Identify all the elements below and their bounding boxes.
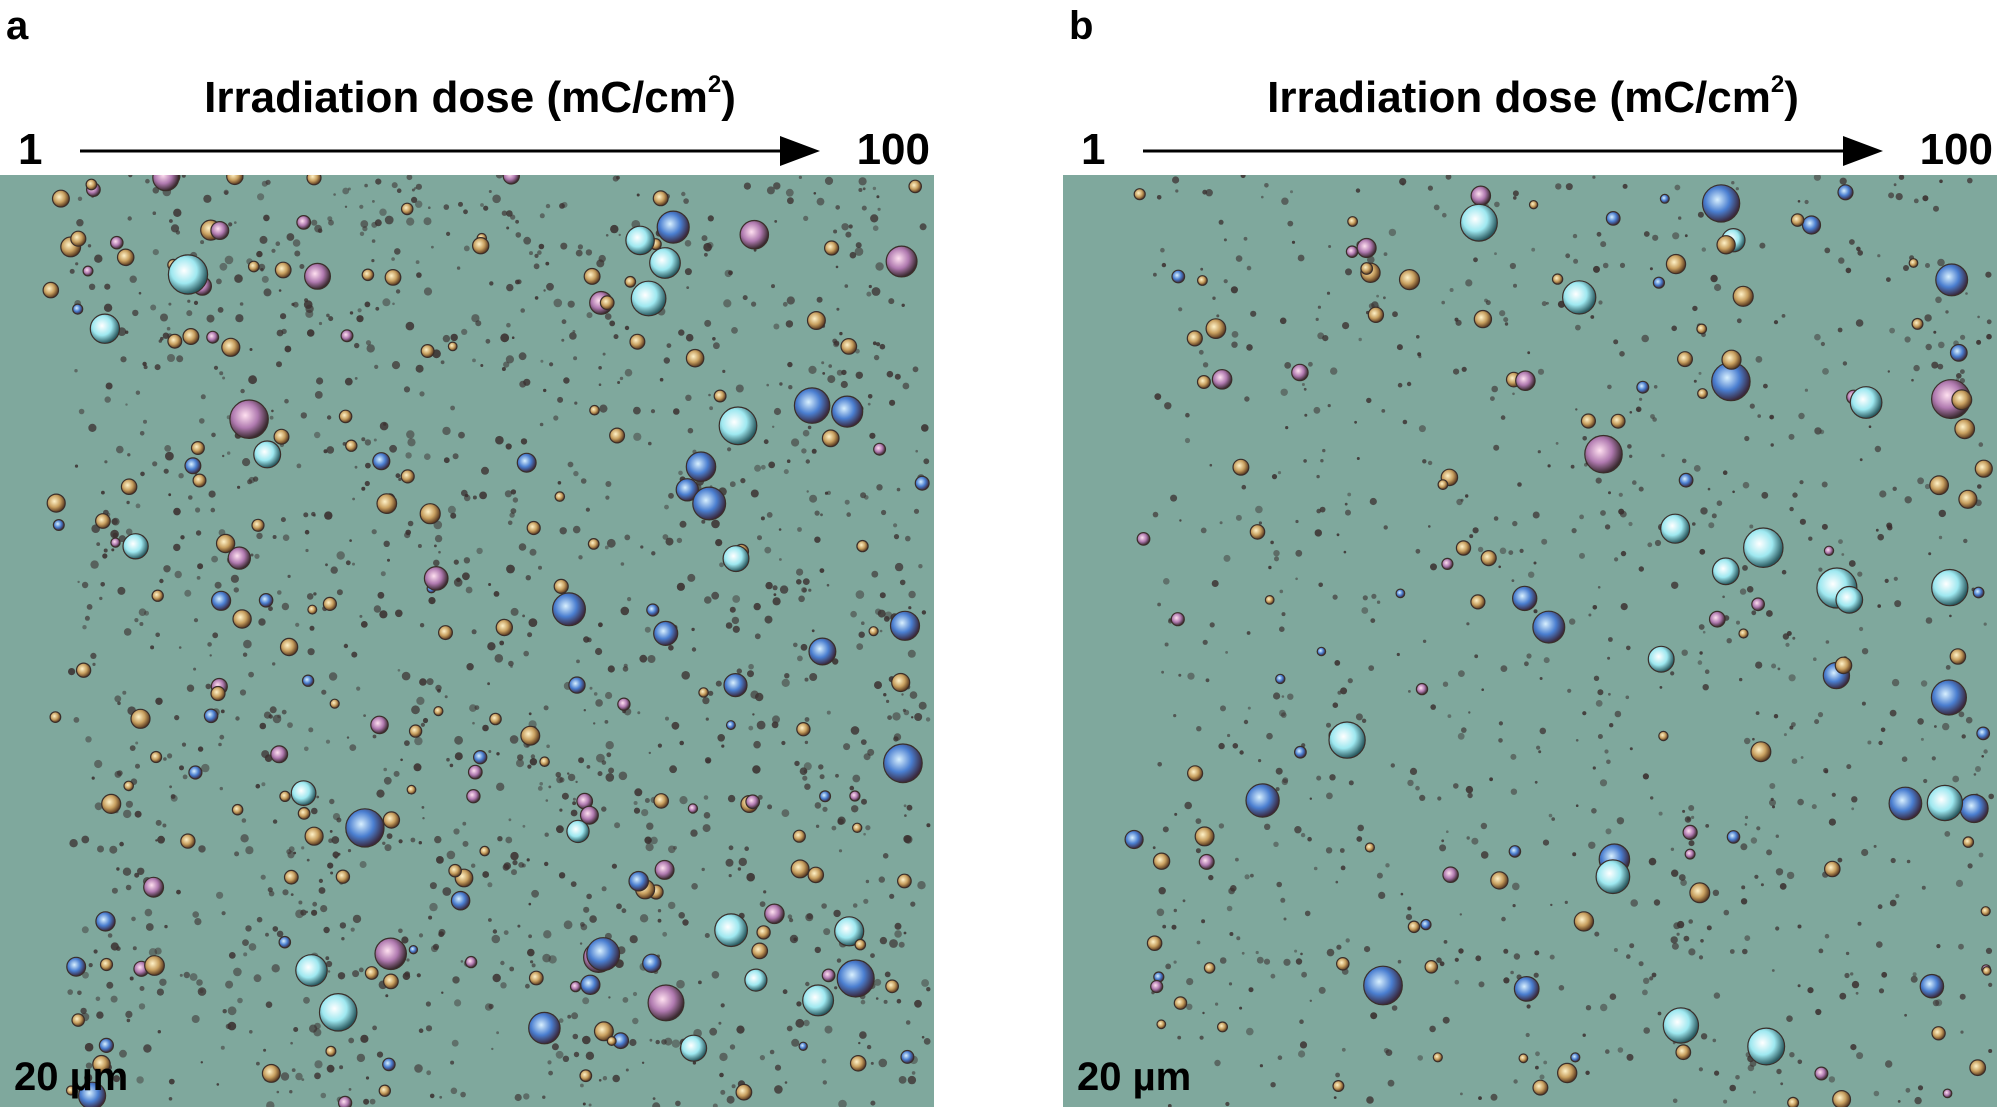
dose-title-end: ) [721, 73, 736, 122]
dose-min-label: 1 [18, 125, 43, 174]
dose-min-label: 1 [1081, 125, 1106, 174]
dose-axis-title: Irradiation dose (mC/cm2) [40, 70, 900, 126]
panel-b: b Irradiation dose (mC/cm2) 1 100 20 µm [1063, 0, 1999, 1107]
micrograph-image: 20 µm [1063, 175, 1997, 1107]
dose-max-label: 100 [856, 125, 930, 174]
dose-title-sup: 2 [1770, 71, 1785, 98]
scale-bar-label: 20 µm [14, 1055, 129, 1099]
panel-a: a Irradiation dose (mC/cm2) 1 100 20 µm [0, 0, 940, 1107]
panel-letter: a [6, 4, 29, 48]
dose-axis-title: Irradiation dose (mC/cm2) [1103, 70, 1963, 126]
dose-title-sup: 2 [707, 71, 722, 98]
dose-max-label: 100 [1919, 125, 1993, 174]
panel-letter: b [1069, 4, 1094, 48]
dose-arrow [1143, 136, 1883, 166]
dose-title-text: Irradiation dose (mC/cm [1267, 73, 1771, 122]
micrograph-image: 20 µm [0, 175, 934, 1107]
dose-title-end: ) [1784, 73, 1799, 122]
scale-bar-label: 20 µm [1077, 1055, 1192, 1099]
dose-title-text: Irradiation dose (mC/cm [204, 73, 708, 122]
dose-arrow [80, 136, 820, 166]
